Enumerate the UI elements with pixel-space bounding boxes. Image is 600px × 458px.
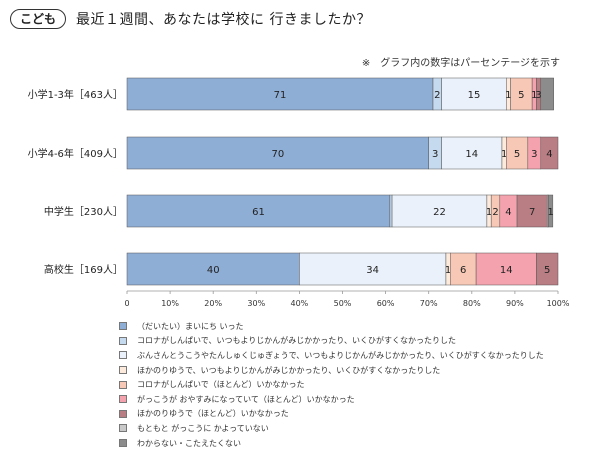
legend-label: わからない・こたえたくない: [137, 438, 241, 448]
audience-badge: こども: [10, 9, 67, 29]
x-tick-label: 80%: [463, 299, 481, 308]
data-label: 22: [433, 207, 446, 218]
bar-segment: [126, 136, 429, 170]
bar-segment: [126, 77, 434, 111]
legend-label: もともと がっこうに かよっていない: [137, 423, 269, 433]
legend-swatch: [119, 336, 127, 345]
stacked-bar-chart: 0 10% 20% 30% 40% 50% 60% 70% 80% 90% 100% 小学1-3年［4…: [28, 77, 570, 308]
legend-label: ほかのりゆうで、いつもよりじかんがみじかかったり、いくひがすくなかったりした: [137, 365, 441, 375]
category-label: 小学4-6年［409人］: [28, 147, 123, 160]
legend-item: わからない・こたえたくない: [119, 436, 544, 451]
percentage-note: ※ グラフ内の数字はパーセンテージを示す: [361, 58, 560, 69]
data-label: 5: [514, 149, 520, 160]
legend-label: コロナがしんぱいで（ほとんど）いかなかった: [137, 380, 305, 390]
legend-swatch: [119, 322, 127, 331]
legend-item: がっこうが おやすみになっていて（ほとんど）いかなかった: [119, 392, 544, 407]
data-label: 4: [546, 149, 552, 160]
data-label: 5: [544, 265, 550, 276]
legend-item: （だいたい）まいにち いった: [119, 319, 544, 334]
chart-legend: （だいたい）まいにち いったコロナがしんぱいで、いつもよりじかんがみじかかったり…: [119, 319, 544, 450]
bar-segment: [389, 194, 393, 228]
legend-label: コロナがしんぱいで、いつもよりじかんがみじかかったり、いくひがすくなかったりした: [137, 336, 456, 346]
data-label: 70: [271, 149, 284, 160]
x-tick-label: 60%: [377, 299, 395, 308]
bar-segment: [126, 252, 300, 286]
data-label: 1: [501, 149, 507, 160]
category-label: 中学生［230人］: [44, 205, 123, 218]
legend-swatch: [119, 351, 127, 360]
data-label: 4: [505, 207, 511, 218]
data-label: 40: [207, 265, 220, 276]
chart-title: 最近１週間、あなたは学校に 行きましたか？: [76, 12, 371, 28]
x-tick-label: 10%: [161, 299, 179, 308]
data-label: 71: [274, 90, 287, 101]
data-label: 2: [434, 90, 440, 101]
legend-swatch: [119, 366, 127, 375]
legend-item: コロナがしんぱいで（ほとんど）いかなかった: [119, 377, 544, 392]
bar-segment: [540, 77, 554, 111]
data-label: 3: [432, 149, 438, 160]
bar-segment: [391, 194, 488, 228]
bar-segment: [126, 194, 391, 228]
x-tick-label: 30%: [247, 299, 265, 308]
data-label: 1: [505, 90, 511, 101]
data-label: 6: [460, 265, 466, 276]
data-label: 7: [529, 207, 535, 218]
legend-swatch: [119, 395, 127, 404]
legend-item: コロナがしんぱいで、いつもよりじかんがみじかかったり、いくひがすくなかったりした: [119, 334, 544, 349]
bar-segment: [441, 77, 507, 111]
chart-header: こども 最近１週間、あなたは学校に 行きましたか？: [10, 6, 371, 32]
data-label: 1: [531, 90, 537, 101]
bar-segment: [475, 252, 537, 286]
data-label: 34: [366, 265, 379, 276]
data-label: 2: [492, 207, 498, 218]
legend-swatch: [119, 409, 127, 418]
data-label: 14: [465, 149, 478, 160]
x-tick-label: 70%: [420, 299, 438, 308]
x-tick-label: 0: [124, 299, 129, 308]
data-label: 61: [252, 207, 265, 218]
legend-label: がっこうが おやすみになっていて（ほとんど）いかなかった: [137, 394, 355, 404]
category-label: 高校生［169人］: [44, 263, 123, 276]
bar-segment: [299, 252, 447, 286]
legend-swatch: [119, 439, 127, 448]
data-label: 3: [531, 149, 537, 160]
x-tick-label: 50%: [334, 299, 352, 308]
legend-item: もともと がっこうに かよっていない: [119, 421, 544, 436]
legend-swatch: [119, 424, 127, 433]
bar-segment: [450, 252, 477, 286]
x-tick-label: 40%: [291, 299, 309, 308]
bar-segment: [516, 194, 548, 228]
legend-item: ほかのりゆうで（ほとんど）いかなかった: [119, 407, 544, 422]
data-label: 15: [468, 90, 481, 101]
x-tick-label: 20%: [204, 299, 222, 308]
legend-item: ぶんさんとうこうやたんしゅくじゅぎょうで、いつもよりじかんがみじかかったり、いく…: [119, 348, 544, 363]
legend-item: ほかのりゆうで、いつもよりじかんがみじかかったり、いくひがすくなかったりした: [119, 363, 544, 378]
data-label: 1: [547, 207, 553, 218]
category-label: 小学1-3年［463人］: [28, 88, 123, 101]
bar-segment: [548, 194, 554, 228]
legend-swatch: [119, 380, 127, 389]
legend-label: ぶんさんとうこうやたんしゅくじゅぎょうで、いつもよりじかんがみじかかったり、いく…: [137, 350, 544, 360]
data-label: 1: [486, 207, 492, 218]
data-label: 1: [445, 265, 451, 276]
legend-label: （だいたい）まいにち いった: [137, 321, 244, 331]
data-label: 3: [535, 90, 541, 101]
x-tick-label: 90%: [506, 299, 524, 308]
legend-label: ほかのりゆうで（ほとんど）いかなかった: [137, 409, 289, 419]
bar-segment: [536, 252, 559, 286]
bar-segment: [540, 136, 559, 170]
bar-segment: [441, 136, 503, 170]
data-label: 14: [500, 265, 513, 276]
x-tick-label: 100%: [547, 299, 570, 308]
data-label: 5: [518, 90, 524, 101]
